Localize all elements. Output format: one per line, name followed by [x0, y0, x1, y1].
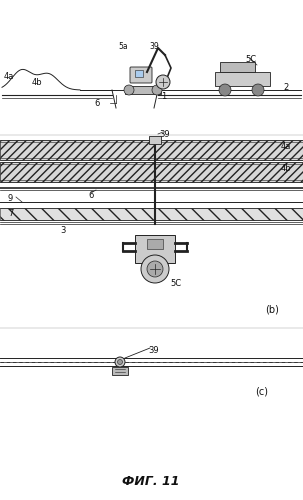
Text: 2: 2 [283, 83, 288, 92]
Circle shape [124, 85, 134, 95]
Bar [215, 72, 270, 86]
Text: 5C: 5C [170, 279, 181, 288]
Text: 4b: 4b [32, 78, 43, 87]
Circle shape [115, 357, 125, 367]
Circle shape [219, 84, 231, 96]
Text: 5C: 5C [245, 55, 256, 64]
Circle shape [118, 360, 122, 364]
Circle shape [252, 84, 264, 96]
Text: 6: 6 [88, 191, 93, 200]
Text: 4a: 4a [4, 72, 14, 81]
Bar [220, 62, 255, 72]
Text: 39: 39 [159, 130, 170, 139]
Bar [147, 239, 163, 249]
Text: (c): (c) [255, 386, 268, 396]
Text: 39: 39 [148, 346, 159, 355]
Circle shape [152, 85, 162, 95]
Bar [0, 162, 303, 182]
Bar [112, 367, 128, 375]
Text: 4b: 4b [281, 164, 291, 173]
Text: 4a: 4a [281, 142, 291, 151]
Text: (b): (b) [265, 305, 279, 315]
Text: 39: 39 [149, 42, 159, 51]
Circle shape [141, 255, 169, 283]
Bar [149, 136, 161, 144]
Bar [0, 140, 303, 160]
Bar [125, 86, 161, 94]
Text: 5a: 5a [118, 42, 128, 51]
Text: 6: 6 [95, 98, 100, 108]
Circle shape [156, 75, 170, 89]
Text: 9: 9 [8, 194, 13, 203]
Circle shape [147, 261, 163, 277]
Bar [0, 208, 303, 220]
Text: 3: 3 [60, 226, 65, 235]
Bar [135, 70, 143, 77]
Text: 7: 7 [8, 209, 13, 218]
Text: 1: 1 [161, 92, 166, 101]
Bar [0, 328, 303, 440]
Text: ФИГ. 11: ФИГ. 11 [122, 475, 180, 488]
Bar [0, 135, 303, 320]
FancyBboxPatch shape [130, 67, 152, 83]
Bar [135, 235, 175, 263]
Bar [0, 3, 303, 128]
